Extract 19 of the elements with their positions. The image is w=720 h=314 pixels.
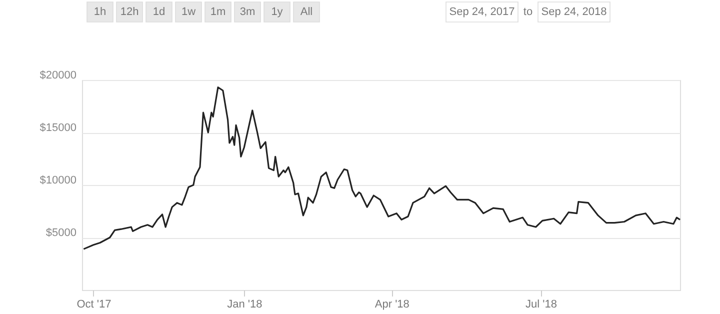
text: 12h [120, 6, 139, 18]
text: Sep 24, 2017 [449, 6, 515, 18]
y-tick-label: $20000 [40, 70, 76, 82]
text: 1d [152, 6, 166, 18]
text: 1y [271, 6, 284, 18]
x-tick-label: Apr '18 [374, 298, 410, 310]
text: 1h [94, 6, 106, 18]
text: 1m [210, 6, 226, 18]
y-tick-label: $5000 [46, 227, 76, 239]
y-tick-label: $10000 [40, 174, 76, 186]
text: Sep 24, 2018 [541, 6, 607, 18]
text: All [300, 6, 313, 18]
text: 1w [181, 6, 196, 18]
text: 3m [240, 6, 256, 18]
y-tick-label: $15000 [40, 122, 76, 134]
x-tick-label: Jul '18 [526, 298, 557, 310]
x-tick-label: Jan '18 [227, 298, 262, 310]
x-tick-label: Oct '17 [76, 298, 112, 310]
text: to [523, 6, 533, 18]
